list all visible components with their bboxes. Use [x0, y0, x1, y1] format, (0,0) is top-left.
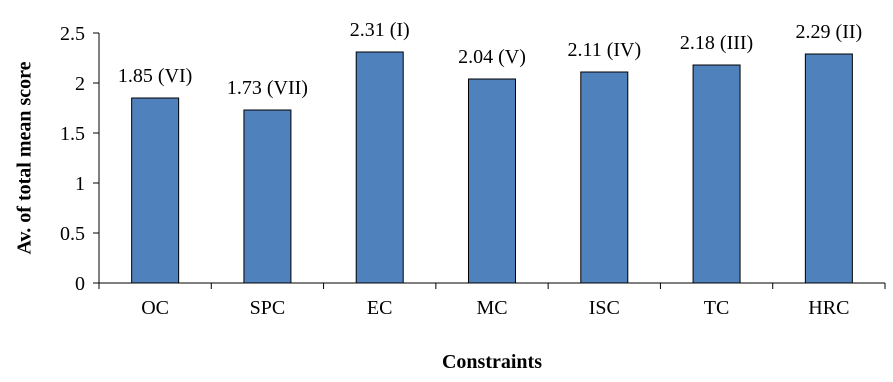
data-label: 1.85 (VI) [118, 65, 192, 87]
bar [468, 78, 516, 284]
x-tick-label: EC [367, 297, 393, 319]
y-axis-ticks: 0 0.5 1 1.5 2 2.5 [60, 23, 99, 295]
x-tick-label: SPC [250, 297, 286, 319]
y-tick-label: 0 [75, 273, 85, 295]
data-labels: 1.85 (VI) 1.73 (VII) 2.31 (I) 2.04 (V) 2.11 … [118, 19, 862, 99]
x-tick-label: ISC [589, 297, 620, 319]
x-axis-title: Constraints [442, 351, 542, 373]
y-tick-label: 1 [75, 173, 85, 195]
data-label: 2.18 (III) [680, 32, 753, 54]
bar [131, 97, 180, 284]
x-tick-label: MC [476, 297, 507, 319]
data-label: 2.31 (I) [350, 19, 410, 41]
bars [131, 51, 853, 284]
data-label: 1.73 (VII) [227, 77, 308, 99]
x-tick-label: HRC [808, 297, 849, 319]
data-label: 2.11 (IV) [567, 39, 641, 61]
x-axis-ticks: OC SPC EC MC ISC TC HRC [98, 283, 886, 319]
bar [692, 64, 741, 284]
y-axis-title: Av. of total mean score [14, 61, 36, 254]
bar [580, 71, 629, 284]
bar [355, 51, 404, 284]
data-label: 2.04 (V) [458, 46, 526, 68]
bar [243, 109, 292, 284]
y-tick-label: 1.5 [60, 123, 85, 145]
x-tick-label: TC [704, 297, 730, 319]
bar [804, 53, 853, 284]
y-tick-label: 2.5 [60, 23, 85, 45]
y-tick-label: 2 [75, 73, 85, 95]
data-label: 2.29 (II) [796, 21, 863, 43]
y-tick-label: 0.5 [60, 223, 85, 245]
x-tick-label: OC [141, 297, 169, 319]
